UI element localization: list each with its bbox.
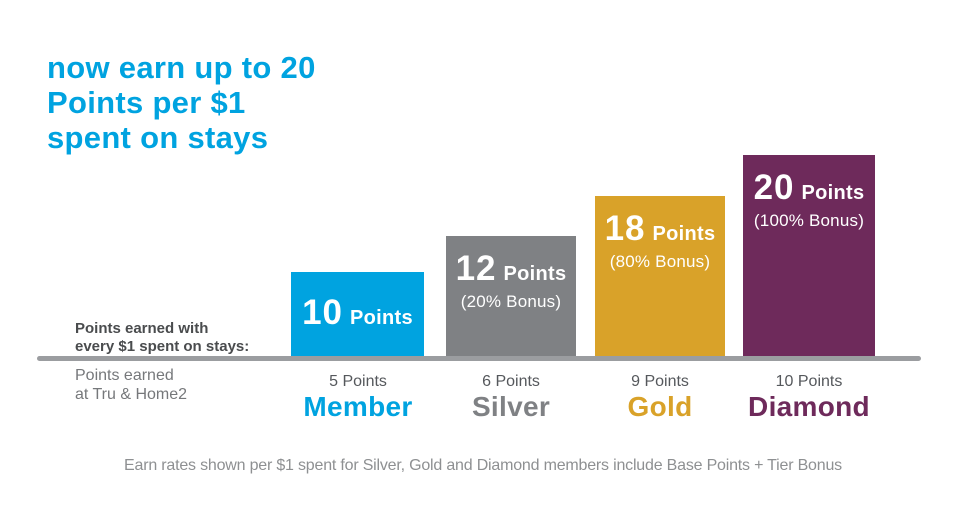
bar-gold-points-value: 18: [604, 209, 646, 248]
bar-silver-points-word: Points: [503, 263, 567, 285]
bar-member-points: 10 Points: [291, 272, 424, 333]
bar-member: 10 Points: [291, 272, 424, 356]
base-points-diamond: 10 Points: [775, 373, 843, 390]
bar-member-points-word: Points: [350, 307, 413, 329]
bar-diamond-points-word: Points: [801, 182, 865, 204]
footer-disclaimer: Earn rates shown per $1 spent for Silver…: [124, 457, 842, 474]
earn-rate-axis-label: Points earned with every $1 spent on sta…: [75, 320, 250, 355]
base-points-member: 5 Points: [329, 373, 387, 390]
base-points-silver: 6 Points: [482, 373, 540, 390]
base-points-gold: 9 Points: [631, 373, 689, 390]
bar-diamond-bonus: (100% Bonus): [753, 211, 865, 230]
bar-silver-bonus: (20% Bonus): [460, 292, 562, 311]
tier-label-gold: Gold: [627, 391, 693, 422]
tier-label-silver: Silver: [471, 391, 551, 422]
bar-diamond-points: 20 Points: [743, 155, 875, 208]
bar-diamond: 20 Points (100% Bonus): [743, 155, 875, 356]
bar-gold-points: 18 Points: [595, 196, 725, 249]
tier-label-member: Member: [303, 391, 413, 422]
bar-silver-points-value: 12: [455, 249, 497, 288]
baseline-divider: [37, 356, 921, 361]
bar-gold-points-word: Points: [652, 223, 716, 245]
bar-gold: 18 Points (80% Bonus): [595, 196, 725, 356]
page-title: now earn up to 20 Points per $1 spent on…: [47, 50, 316, 155]
bar-diamond-points-value: 20: [753, 168, 795, 207]
bar-silver: 12 Points (20% Bonus): [446, 236, 576, 356]
bar-member-points-value: 10: [302, 293, 343, 332]
tier-label-diamond: Diamond: [748, 391, 870, 422]
bar-silver-points: 12 Points: [446, 236, 576, 289]
bar-gold-bonus: (80% Bonus): [609, 252, 711, 271]
base-earn-axis-label: Points earned at Tru & Home2: [75, 367, 188, 403]
